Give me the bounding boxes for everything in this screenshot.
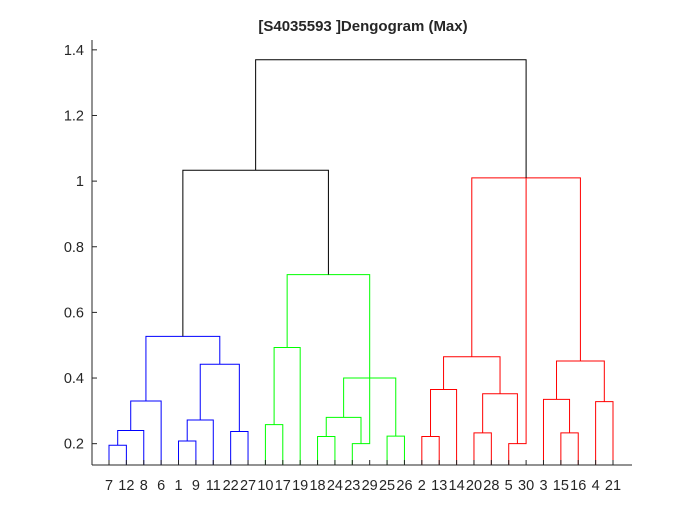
dendrogram-link <box>186 419 214 465</box>
dendrogram-link <box>443 356 501 394</box>
dendrogram-links <box>108 59 614 465</box>
leaf-label: 17 <box>275 478 291 494</box>
leaf-label: 21 <box>605 478 621 494</box>
leaf-label: 28 <box>483 478 499 494</box>
dendrogram-link <box>430 389 458 465</box>
leaf-label: 11 <box>206 478 221 494</box>
leaf-label: 18 <box>309 478 325 494</box>
leaf-label: 12 <box>118 478 134 494</box>
dendrogram-link <box>130 400 162 465</box>
leaf-label: 13 <box>431 478 447 494</box>
dendrogram-link <box>471 177 581 361</box>
leaf-label: 9 <box>192 478 200 494</box>
leaf-label: 24 <box>327 478 343 494</box>
dendrogram-link <box>199 363 240 432</box>
leaf-label: 14 <box>449 478 465 494</box>
dendrogram-link <box>421 435 440 465</box>
leaf-label: 26 <box>396 478 412 494</box>
dendrogram-link <box>560 432 579 465</box>
y-ticks: 0.2 0.4 0.6 0.8 1 1.2 1.4 <box>64 43 97 453</box>
leaf-label: 10 <box>257 478 273 494</box>
axes <box>91 40 632 466</box>
dendrogram-link <box>317 435 336 465</box>
leaf-label: 7 <box>105 478 113 494</box>
y-tick-label: 1 <box>76 174 84 190</box>
y-tick-label: 1.4 <box>64 43 84 59</box>
leaf-label: 30 <box>518 478 534 494</box>
dendrogram-link <box>325 416 362 444</box>
leaf-label: 1 <box>174 478 182 494</box>
dendrogram-link <box>108 444 127 465</box>
dendrogram-link <box>351 378 371 465</box>
leaf-label: 29 <box>362 478 378 494</box>
dendrogram-link <box>386 435 405 465</box>
dendrogram-link <box>117 430 145 465</box>
leaf-label: 19 <box>292 478 308 494</box>
dendrogram-link <box>542 398 571 465</box>
dendrogram-link <box>482 393 518 444</box>
leaf-label: 22 <box>223 478 239 494</box>
leaf-label: 8 <box>140 478 148 494</box>
leaf-label: 27 <box>240 478 256 494</box>
dendrogram-link <box>178 440 197 465</box>
leaf-label: 6 <box>157 478 165 494</box>
dendrogram-link <box>182 169 329 337</box>
x-ticks: 7 12 8 6 1 9 11 22 27 10 17 19 18 24 23 29 25 26 2 13 14 20 28… <box>105 460 621 494</box>
y-tick-label: 1.2 <box>64 108 84 124</box>
dendrogram-link <box>343 377 397 437</box>
dendrogram-link <box>273 347 301 465</box>
dendrogram-link <box>286 274 371 379</box>
leaf-label: 2 <box>418 478 426 494</box>
leaf-label: 25 <box>379 478 395 494</box>
y-tick-label: 0.8 <box>64 240 84 256</box>
leaf-label: 20 <box>466 478 482 494</box>
leaf-label: 3 <box>539 478 547 494</box>
leaf-label: 16 <box>570 478 586 494</box>
dendrogram-link <box>145 335 221 402</box>
chart-title: [S4035593 ]Dengogram (Max) <box>258 18 467 35</box>
y-tick-label: 0.4 <box>64 371 84 387</box>
dendrogram-link <box>264 424 284 465</box>
dendrogram-link <box>255 59 527 178</box>
dendrogram-link <box>473 432 492 465</box>
leaf-label: 4 <box>592 478 600 494</box>
dendrogram-link <box>230 431 249 465</box>
leaf-label: 23 <box>344 478 360 494</box>
leaf-label: 15 <box>553 478 569 494</box>
y-tick-label: 0.6 <box>64 305 84 321</box>
dendrogram-link <box>556 360 605 402</box>
dendrogram-link <box>508 177 527 465</box>
y-tick-label: 0.2 <box>64 437 84 453</box>
dendrogram-link <box>595 401 614 465</box>
leaf-label: 5 <box>505 478 513 494</box>
